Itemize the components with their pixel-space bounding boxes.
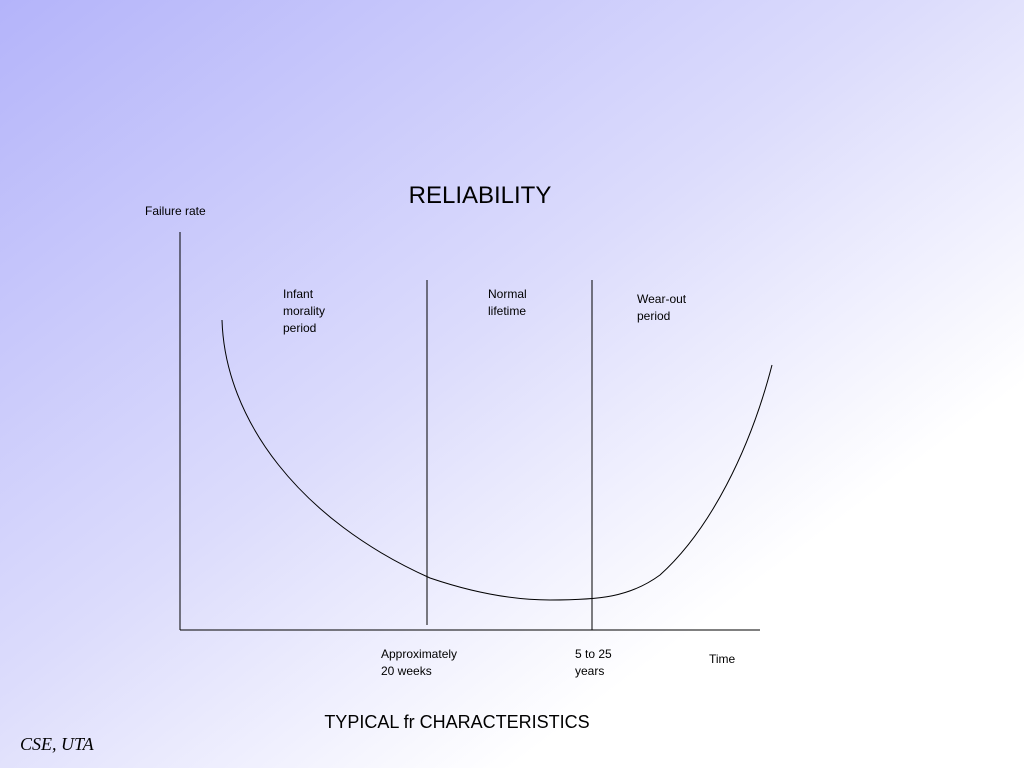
x-axis-label: Time [709,652,736,666]
footer: CSE, UTA [20,734,95,754]
title: RELIABILITY [409,182,552,209]
boundary-label: 20 weeks [381,664,432,678]
y-axis-label: Failure rate [145,204,206,218]
boundary-label: Approximately [381,647,457,661]
boundary-label: 5 to 25 [575,647,612,661]
region-label: Normal [488,287,527,301]
caption: TYPICAL fr CHARACTERISTICS [324,712,589,732]
region-label: Infant [283,287,314,301]
boundary-label: years [575,664,604,678]
region-label: period [283,321,316,335]
region-label: morality [283,304,325,318]
bathtub-curve [221,319,773,601]
region-label: period [637,309,670,323]
region-label: Wear-out [637,292,687,306]
region-label: lifetime [488,304,526,318]
